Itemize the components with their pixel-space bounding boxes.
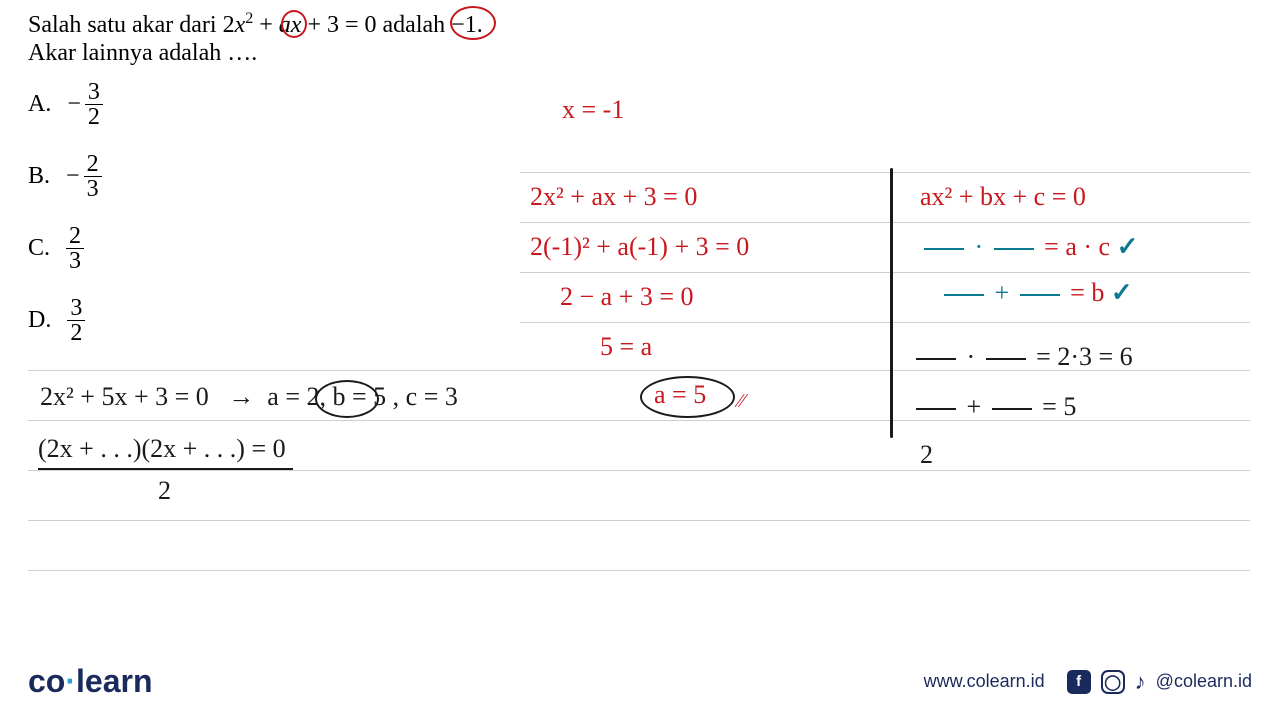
blank-icon [924,248,964,250]
red-text: = a · c [1044,232,1116,261]
right-eq-2: · = a · c ✓ [920,232,1138,262]
text: (2x + . . .)(2x + . . .) [38,434,245,463]
vertical-divider [890,168,893,438]
circle-a2-icon [315,380,379,418]
numerator: 3 [85,80,103,105]
text: 2x² + 5x + 3 = 0 [40,382,209,411]
ruled-line [28,470,1250,471]
blank-icon [994,248,1034,250]
ruled-line [520,222,1250,223]
q-text: x + 3 = 0 adalah [291,12,451,38]
blank-icon [916,408,956,410]
facebook-icon: f [1067,670,1091,694]
circle-a-icon [281,10,307,38]
check-icon: ✓ [1117,232,1139,261]
black-work-2: (2x + . . .)(2x + . . .) = 0 [38,434,286,464]
question-line-1: Salah satu akar dari 2x2 + ax + 3 = 0 ad… [28,10,483,39]
logo-dot-icon: · [65,663,76,699]
logo-co: co [28,663,65,699]
denominator: 3 [84,177,102,201]
logo-learn: learn [76,663,152,699]
text: = 5 [1036,392,1077,421]
fraction: 3 2 [67,296,85,345]
check-icon: ✓ [1111,278,1133,307]
ruled-line [520,172,1250,173]
option-d: D. 3 2 [28,296,85,345]
ruled-line [520,322,1250,323]
fraction-bar [38,468,293,470]
denominator: 2 [67,321,85,345]
text: a = 2 [267,382,319,411]
text: = 0 [245,434,286,463]
q-x: x [235,12,246,38]
ruled-line [520,272,1250,273]
black-work-1: 2x² + 5x + 3 = 0 → a = 2, b = 5 , c = 3 [40,382,458,412]
footer: co·learn www.colearn.id f ◯ ♪ @colearn.i… [28,663,1252,700]
red-work-1: x = -1 [562,95,624,125]
right-eq-1: ax² + bx + c = 0 [920,182,1086,212]
arrow-icon: → [228,382,254,411]
tiktok-icon: ♪ [1135,669,1146,695]
red-work-4: 2 − a + 3 = 0 [560,282,694,312]
option-letter: C. [28,235,50,262]
numerator: 3 [67,296,85,321]
fraction: 2 3 [84,152,102,201]
blank-icon [986,358,1026,360]
footer-handle: @colearn.id [1156,671,1252,692]
red-work-5: 5 = a [600,332,652,362]
option-letter: B. [28,163,50,190]
option-sign: − [66,163,80,190]
right-eq-4: · = 2·3 = 6 [912,342,1133,372]
blank-icon [944,294,984,296]
denominator: 3 [66,249,84,273]
option-c: C. 2 3 [28,224,84,273]
right-eq-6: 2 [920,440,933,470]
option-letter: A. [28,91,51,118]
ruled-line [28,520,1250,521]
option-letter: D. [28,307,51,334]
numerator: 2 [66,224,84,249]
blank-icon [1020,294,1060,296]
q-text: Salah satu akar dari 2 [28,12,235,38]
circle-neg1-icon [450,6,496,40]
footer-url: www.colearn.id [924,671,1045,692]
numerator: 2 [84,152,102,177]
red-tick: ⁄⁄ [738,390,745,413]
right-eq-3: + = b ✓ [940,278,1133,308]
denominator: 2 [85,105,103,129]
footer-right: www.colearn.id f ◯ ♪ @colearn.id [924,669,1252,695]
circle-a5-icon [640,376,735,418]
blank-icon [992,408,1032,410]
q-text: + [253,12,279,38]
black-work-3: 2 [158,476,171,506]
red-text: = b [1070,278,1111,307]
instagram-icon: ◯ [1101,670,1125,694]
right-eq-5: + = 5 [912,392,1076,422]
fraction: 3 2 [85,80,103,129]
blank-icon [916,358,956,360]
logo: co·learn [28,663,152,700]
text: = 2·3 = 6 [1030,342,1133,371]
option-a: A. − 3 2 [28,80,103,129]
red-work-2: 2x² + ax + 3 = 0 [530,182,697,212]
fraction: 2 3 [66,224,84,273]
option-sign: − [67,91,81,118]
red-work-3: 2(-1)² + a(-1) + 3 = 0 [530,232,749,262]
ruled-line [28,570,1250,571]
question-line-2: Akar lainnya adalah …. [28,40,257,67]
option-b: B. − 2 3 [28,152,102,201]
